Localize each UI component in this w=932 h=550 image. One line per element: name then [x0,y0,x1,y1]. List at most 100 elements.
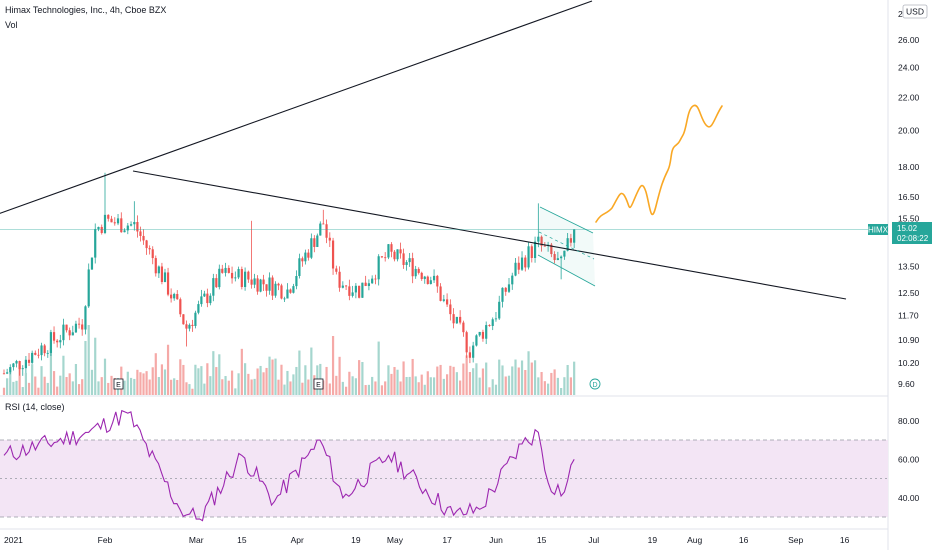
candle-body[interactable] [384,257,387,259]
candle-body[interactable] [341,285,344,288]
candle-body[interactable] [550,244,553,255]
candle-body[interactable] [271,277,274,296]
candle-body[interactable] [194,312,197,326]
candle-body[interactable] [501,287,504,302]
candle-body[interactable] [423,276,426,279]
candle-body[interactable] [462,322,465,333]
candle-body[interactable] [62,324,65,341]
dividend-marker[interactable]: D [589,378,601,390]
candle-body[interactable] [166,272,170,295]
candle-body[interactable] [292,286,295,293]
candle-body[interactable] [15,361,18,364]
candle-body[interactable] [68,330,71,336]
ascending-trendline[interactable] [0,0,593,214]
price-projection-path[interactable] [595,104,723,223]
candle-body[interactable] [103,214,107,233]
candle-body[interactable] [402,253,405,265]
candle-body[interactable] [405,262,408,265]
candle-body[interactable] [43,345,46,354]
candle-body[interactable] [399,249,402,254]
candle-body[interactable] [478,331,481,336]
candle-body[interactable] [268,277,271,291]
candle-body[interactable] [151,249,154,259]
candle-body[interactable] [348,286,351,296]
candle-body[interactable] [286,289,289,299]
candle-body[interactable] [148,248,151,250]
rsi-line[interactable] [3,409,575,522]
candle-body[interactable] [524,257,527,268]
candle-body[interactable] [307,252,310,258]
candle-body[interactable] [163,272,167,283]
candle-body[interactable] [40,345,43,356]
candle-body[interactable] [459,316,462,323]
candle-body[interactable] [209,295,212,304]
candle-body[interactable] [380,256,384,258]
candle-body[interactable] [100,226,103,233]
candle-body[interactable] [176,293,179,300]
candle-body[interactable] [504,287,507,292]
candle-body[interactable] [507,284,511,292]
candle-body[interactable] [97,226,100,230]
candle-body[interactable] [52,332,56,341]
candle-body[interactable] [49,332,53,353]
candle-body[interactable] [221,268,224,273]
flag-upper-line[interactable] [539,206,594,234]
candle-body[interactable] [84,306,87,330]
candle-body[interactable] [335,268,338,272]
descending-trendline[interactable] [132,170,847,300]
candle-body[interactable] [445,299,449,305]
rsi-axis[interactable]: 80.00 60.00 40.00 [898,416,920,503]
candle-body[interactable] [295,276,298,287]
earnings-marker[interactable]: E [113,378,124,390]
candle-body[interactable] [511,275,514,285]
candle-body[interactable] [468,352,472,358]
candle-body[interactable] [411,258,414,277]
candle-body[interactable] [331,240,335,269]
candle-body[interactable] [2,373,6,375]
candle-body[interactable] [31,352,34,363]
candle-body[interactable] [77,323,81,325]
candle-body[interactable] [301,258,304,262]
candle-body[interactable] [364,282,367,286]
candle-body[interactable] [573,229,576,243]
candle-body[interactable] [274,283,277,296]
candle-body[interactable] [367,283,371,286]
candle-body[interactable] [361,282,364,298]
candle-body[interactable] [12,363,15,368]
candle-body[interactable] [566,238,569,251]
candle-body[interactable] [59,340,62,343]
candle-body[interactable] [154,258,157,274]
candle-body[interactable] [488,325,491,326]
candle-body[interactable] [310,238,313,258]
candle-body[interactable] [442,299,445,301]
candle-body[interactable] [110,218,113,223]
candle-body[interactable] [182,314,185,325]
candle-body[interactable] [537,236,540,242]
candle-body[interactable] [21,368,24,370]
candle-body[interactable] [426,276,429,284]
candle-body[interactable] [170,294,173,299]
candle-body[interactable] [344,285,348,287]
candle-body[interactable] [120,218,123,233]
candle-body[interactable] [27,359,31,363]
candle-body[interactable] [475,335,478,346]
candle-body[interactable] [253,278,256,285]
candle-body[interactable] [18,361,21,370]
candle-body[interactable] [9,367,12,373]
candle-body[interactable] [429,280,432,284]
candle-body[interactable] [328,237,331,241]
candle-body[interactable] [123,230,126,233]
candle-body[interactable] [553,254,556,261]
candle-body[interactable] [203,293,206,297]
candle-body[interactable] [173,293,176,299]
candle-body[interactable] [247,271,250,280]
candle-body[interactable] [74,323,78,333]
candle-body[interactable] [200,296,203,305]
time-axis[interactable]: 2021 Feb Mar 15 Apr 19 May 17 Jun 15 Jul 19 Aug 16 Sep… [4,535,850,545]
candle-body[interactable] [71,332,74,336]
candle-body[interactable] [325,224,328,238]
candle-body[interactable] [396,249,399,260]
candle-body[interactable] [351,292,354,296]
candle-body[interactable] [494,318,498,320]
